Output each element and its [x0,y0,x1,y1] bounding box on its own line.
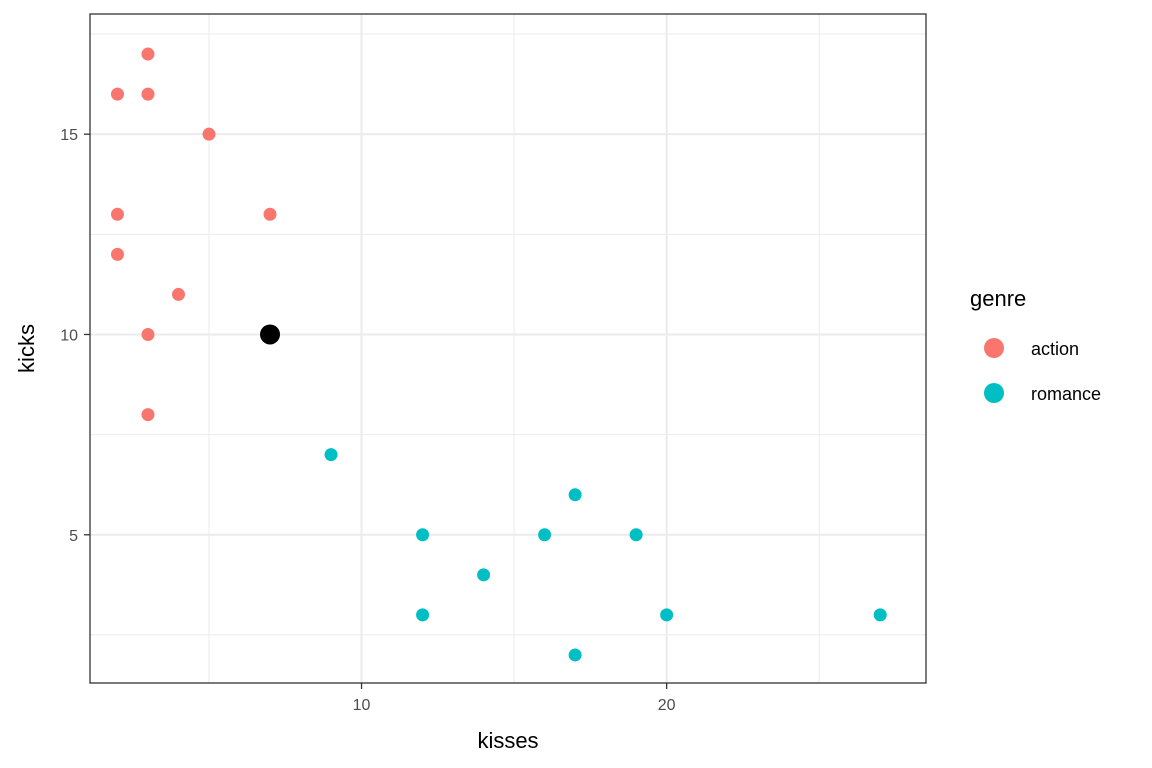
legend-label-action: action [1031,339,1079,359]
data-point-action [110,207,124,221]
data-point-romance [568,648,582,662]
legend-title: genre [970,286,1026,311]
data-point-romance [477,568,491,582]
x-tick-label: 20 [658,697,676,714]
data-point-action [171,287,185,301]
data-point-romance [416,608,430,622]
y-tick-label: 15 [60,127,78,144]
data-point-action [141,47,155,61]
axes: 10 20 5 10 15 [60,127,675,714]
data-point-romance [568,488,582,502]
legend-label-romance: romance [1031,384,1101,404]
data-point-romance [873,608,887,622]
grid [90,14,926,683]
data-point-action [263,207,277,221]
x-axis-title: kisses [477,728,538,753]
legend-key-action [984,338,1004,358]
highlighted-data-point [260,324,281,345]
data-points [110,47,887,662]
legend: genre action romance [970,286,1101,404]
data-point-action [141,87,155,101]
panel-border [89,13,927,684]
data-point-action [110,87,124,101]
y-axis-title: kicks [14,324,39,373]
data-point-romance [660,608,674,622]
data-point-action [141,408,155,422]
data-point-romance [416,528,430,542]
y-tick-label: 10 [60,327,78,344]
data-point-romance [629,528,643,542]
x-tick-label: 10 [353,697,371,714]
data-point-romance [538,528,552,542]
data-point-romance [324,448,338,462]
legend-key-romance [984,383,1004,403]
data-point-action [141,327,155,341]
data-point-action [110,247,124,261]
y-tick-label: 5 [69,528,78,545]
data-point-action [202,127,216,141]
